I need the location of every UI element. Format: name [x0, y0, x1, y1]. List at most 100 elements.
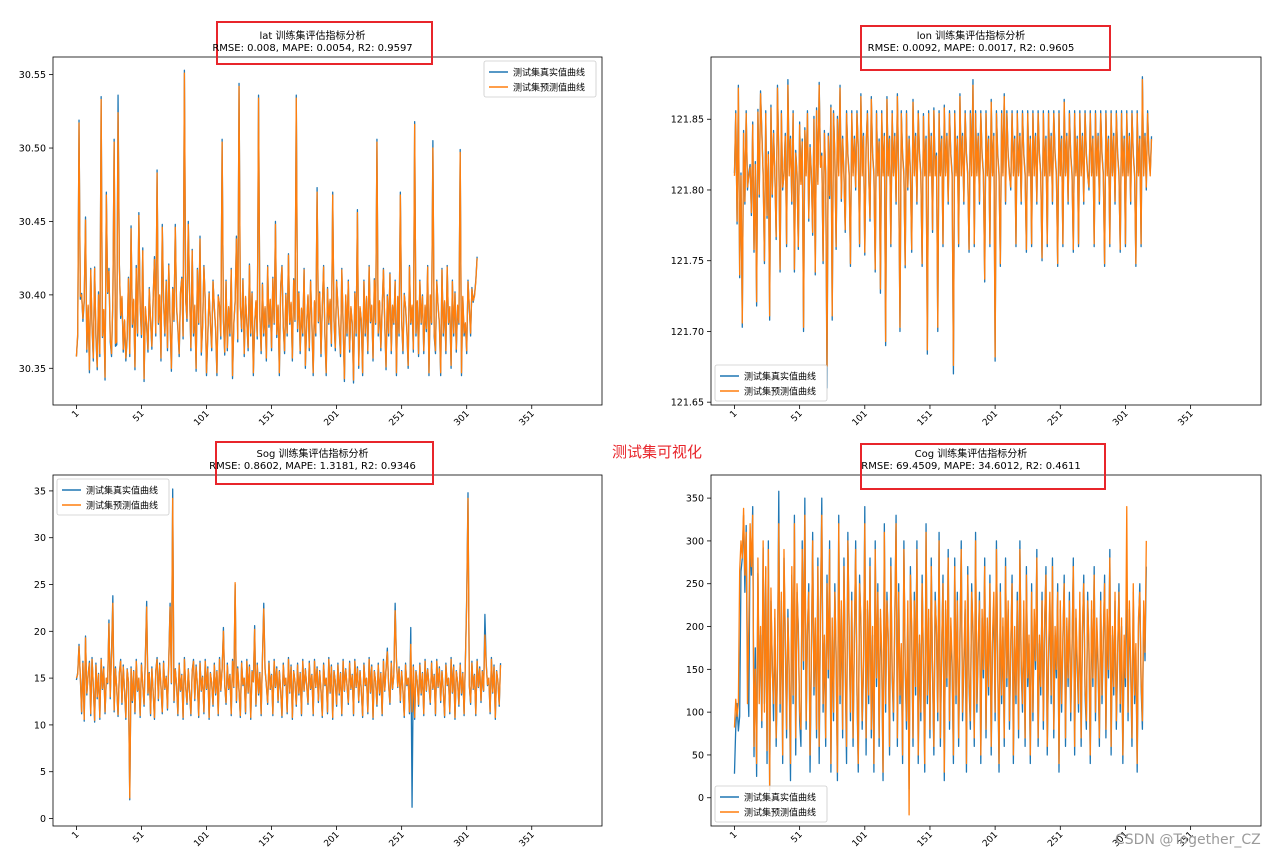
x-tick-label: 251: [1046, 409, 1065, 428]
x-tick-label: 351: [518, 409, 537, 428]
x-tick-label: 201: [981, 830, 1000, 849]
series-line-true: [75, 488, 502, 808]
x-tick-label: 201: [981, 409, 1000, 428]
chart-subtitle: RMSE: 0.0092, MAPE: 0.0017, R2: 0.9605: [868, 43, 1075, 54]
y-tick-label: 30.55: [19, 70, 46, 81]
legend-box: [714, 364, 828, 402]
y-tick-label: 100: [686, 708, 704, 719]
x-tick-label: 301: [453, 830, 472, 849]
x-tick-label: 1: [728, 830, 739, 841]
chart-subtitle: RMSE: 0.008, MAPE: 0.0054, R2: 0.9597: [212, 43, 412, 54]
chart-subtitle: RMSE: 0.8602, MAPE: 1.3181, R2: 0.9346: [209, 461, 416, 472]
x-tick-label: 1: [70, 830, 81, 841]
y-tick-label: 150: [686, 665, 704, 676]
legend-label: 测试集预测值曲线: [86, 500, 158, 512]
x-tick-label: 151: [257, 409, 276, 428]
legend-box: [483, 60, 597, 98]
x-tick-label: 251: [1046, 830, 1065, 849]
legend-box: [714, 785, 828, 823]
y-tick-label: 25: [34, 580, 46, 591]
y-tick-label: 30: [34, 533, 46, 544]
legend-box: [56, 478, 170, 516]
y-tick-label: 30.45: [19, 217, 46, 228]
legend-label: 测试集真实值曲线: [744, 371, 816, 383]
axes-frame: [710, 474, 1262, 827]
x-tick-label: 251: [388, 830, 407, 849]
chart-subtitle: RMSE: 69.4509, MAPE: 34.6012, R2: 0.4611: [861, 461, 1080, 472]
y-tick-label: 20: [34, 627, 46, 638]
x-tick-label: 351: [1177, 409, 1196, 428]
y-tick-label: 121.65: [671, 398, 704, 409]
legend-label: 测试集预测值曲线: [744, 386, 816, 398]
y-tick-label: 10: [34, 720, 46, 731]
x-tick-label: 101: [192, 830, 211, 849]
x-tick-label: 101: [851, 409, 870, 428]
title-highlight-box: [860, 25, 1111, 71]
chart-title: lat 训练集评估指标分析: [259, 29, 365, 42]
legend-label: 测试集预测值曲线: [744, 807, 816, 819]
y-tick-label: 250: [686, 579, 704, 590]
chart-title: Cog 训练集评估指标分析: [915, 447, 1028, 460]
x-tick-label: 151: [916, 409, 935, 428]
y-tick-label: 30.50: [19, 144, 46, 155]
y-tick-label: 30.35: [19, 364, 46, 375]
center-annotation: 测试集可视化: [612, 443, 703, 461]
axes-frame: [52, 56, 603, 406]
y-tick-label: 121.80: [671, 185, 704, 196]
series-line-pred: [733, 78, 1153, 368]
y-tick-label: 121.85: [671, 115, 704, 126]
y-tick-label: 50: [692, 750, 704, 761]
series-line-pred: [733, 506, 1147, 816]
chart-title: lon 训练集评估指标分析: [917, 29, 1025, 42]
legend-label: 测试集预测值曲线: [513, 82, 585, 94]
series-line-pred: [75, 72, 478, 381]
y-tick-label: 5: [40, 767, 46, 778]
title-highlight-box: [216, 21, 433, 65]
legend-label: 测试集真实值曲线: [744, 792, 816, 804]
chart-title: Sog 训练集评估指标分析: [257, 447, 369, 460]
y-tick-label: 0: [40, 814, 46, 825]
x-tick-label: 1: [70, 409, 81, 420]
x-tick-label: 101: [851, 830, 870, 849]
x-tick-label: 1: [728, 409, 739, 420]
y-tick-label: 121.75: [671, 256, 704, 267]
x-tick-label: 51: [131, 830, 146, 845]
series-line-true: [75, 69, 478, 384]
legend-label: 测试集真实值曲线: [86, 485, 158, 497]
x-tick-label: 151: [257, 830, 276, 849]
axes-frame: [52, 474, 603, 827]
y-tick-label: 35: [34, 486, 46, 497]
watermark: CSDN @Together_CZ: [1115, 832, 1261, 848]
x-tick-label: 201: [323, 830, 342, 849]
y-tick-label: 30.40: [19, 290, 46, 301]
x-tick-label: 301: [453, 409, 472, 428]
x-tick-label: 301: [1111, 409, 1130, 428]
x-tick-label: 351: [518, 830, 537, 849]
title-highlight-box: [860, 443, 1106, 490]
y-tick-label: 200: [686, 622, 704, 633]
y-tick-label: 300: [686, 536, 704, 547]
axes-frame: [710, 56, 1262, 406]
x-tick-label: 201: [323, 409, 342, 428]
y-tick-label: 15: [34, 674, 46, 685]
x-tick-label: 51: [131, 409, 146, 424]
y-tick-label: 0: [698, 793, 704, 804]
x-tick-label: 151: [916, 830, 935, 849]
x-tick-label: 51: [790, 409, 805, 424]
x-tick-label: 51: [790, 830, 805, 845]
x-tick-label: 101: [192, 409, 211, 428]
y-tick-label: 121.70: [671, 327, 704, 338]
title-highlight-box: [215, 441, 434, 485]
x-tick-label: 251: [388, 409, 407, 428]
legend-label: 测试集真实值曲线: [513, 67, 585, 79]
series-line-pred: [75, 497, 502, 799]
